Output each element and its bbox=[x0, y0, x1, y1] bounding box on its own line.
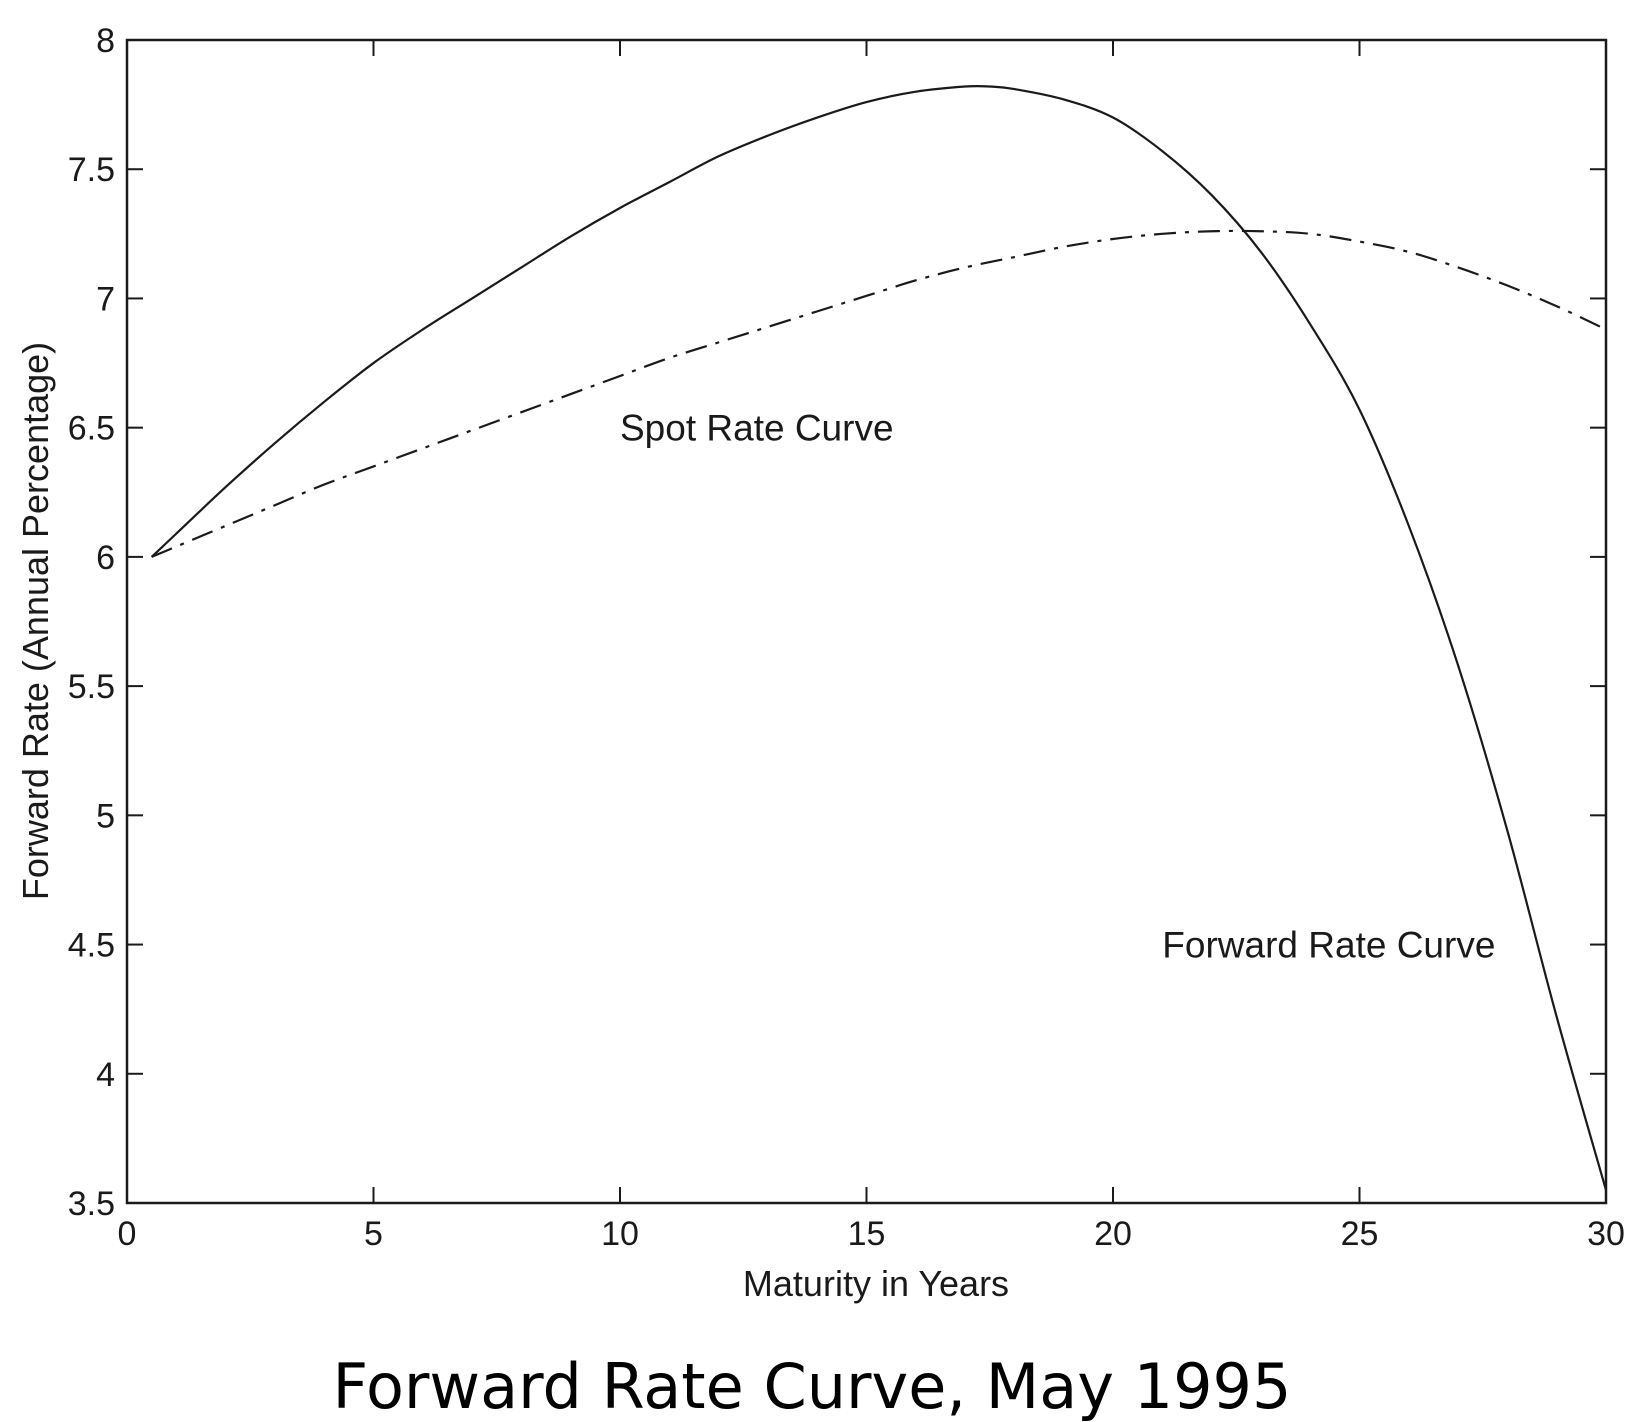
x-tick-label: 5 bbox=[364, 1215, 383, 1253]
x-tick-label: 15 bbox=[848, 1215, 886, 1253]
series-line-solid bbox=[150, 84, 1608, 1191]
y-tick-label: 5.5 bbox=[68, 668, 115, 706]
series-line-dashdot bbox=[151, 229, 1607, 558]
series-lines bbox=[150, 84, 1608, 1191]
x-tick-label: 20 bbox=[1094, 1215, 1132, 1253]
y-tick-label: 4.5 bbox=[68, 927, 115, 965]
plot-area bbox=[125, 38, 1608, 1205]
chart-caption: Forward Rate Curve, May 1995 bbox=[333, 1350, 1292, 1422]
y-tick-label: 4 bbox=[96, 1056, 115, 1094]
y-tick-label: 3.5 bbox=[68, 1185, 115, 1223]
y-tick-label: 6 bbox=[96, 539, 115, 577]
y-tick-label: 7.5 bbox=[68, 151, 115, 189]
x-tick-label: 0 bbox=[118, 1215, 137, 1253]
y-tick-label: 8 bbox=[96, 22, 115, 60]
y-tick-label: 6.5 bbox=[68, 410, 115, 448]
axis-ticks: 0 5 10 15 20 25 30 3.5 4 4.5 5 5.5 6 6.5 7 7.5 8 bbox=[68, 22, 1625, 1253]
x-tick-label: 25 bbox=[1341, 1215, 1379, 1253]
x-tick-label: 10 bbox=[601, 1215, 639, 1253]
annotation-spot-rate-curve: Spot Rate Curve bbox=[620, 408, 894, 449]
x-axis-title: Maturity in Years bbox=[743, 1263, 1009, 1304]
y-tick-label: 5 bbox=[96, 797, 115, 835]
y-axis-title: Forward Rate (Annual Percentage) bbox=[15, 342, 56, 900]
y-tick-label: 7 bbox=[96, 280, 115, 318]
x-tick-label: 30 bbox=[1587, 1215, 1625, 1253]
annotation-forward-rate-curve: Forward Rate Curve bbox=[1162, 925, 1495, 966]
